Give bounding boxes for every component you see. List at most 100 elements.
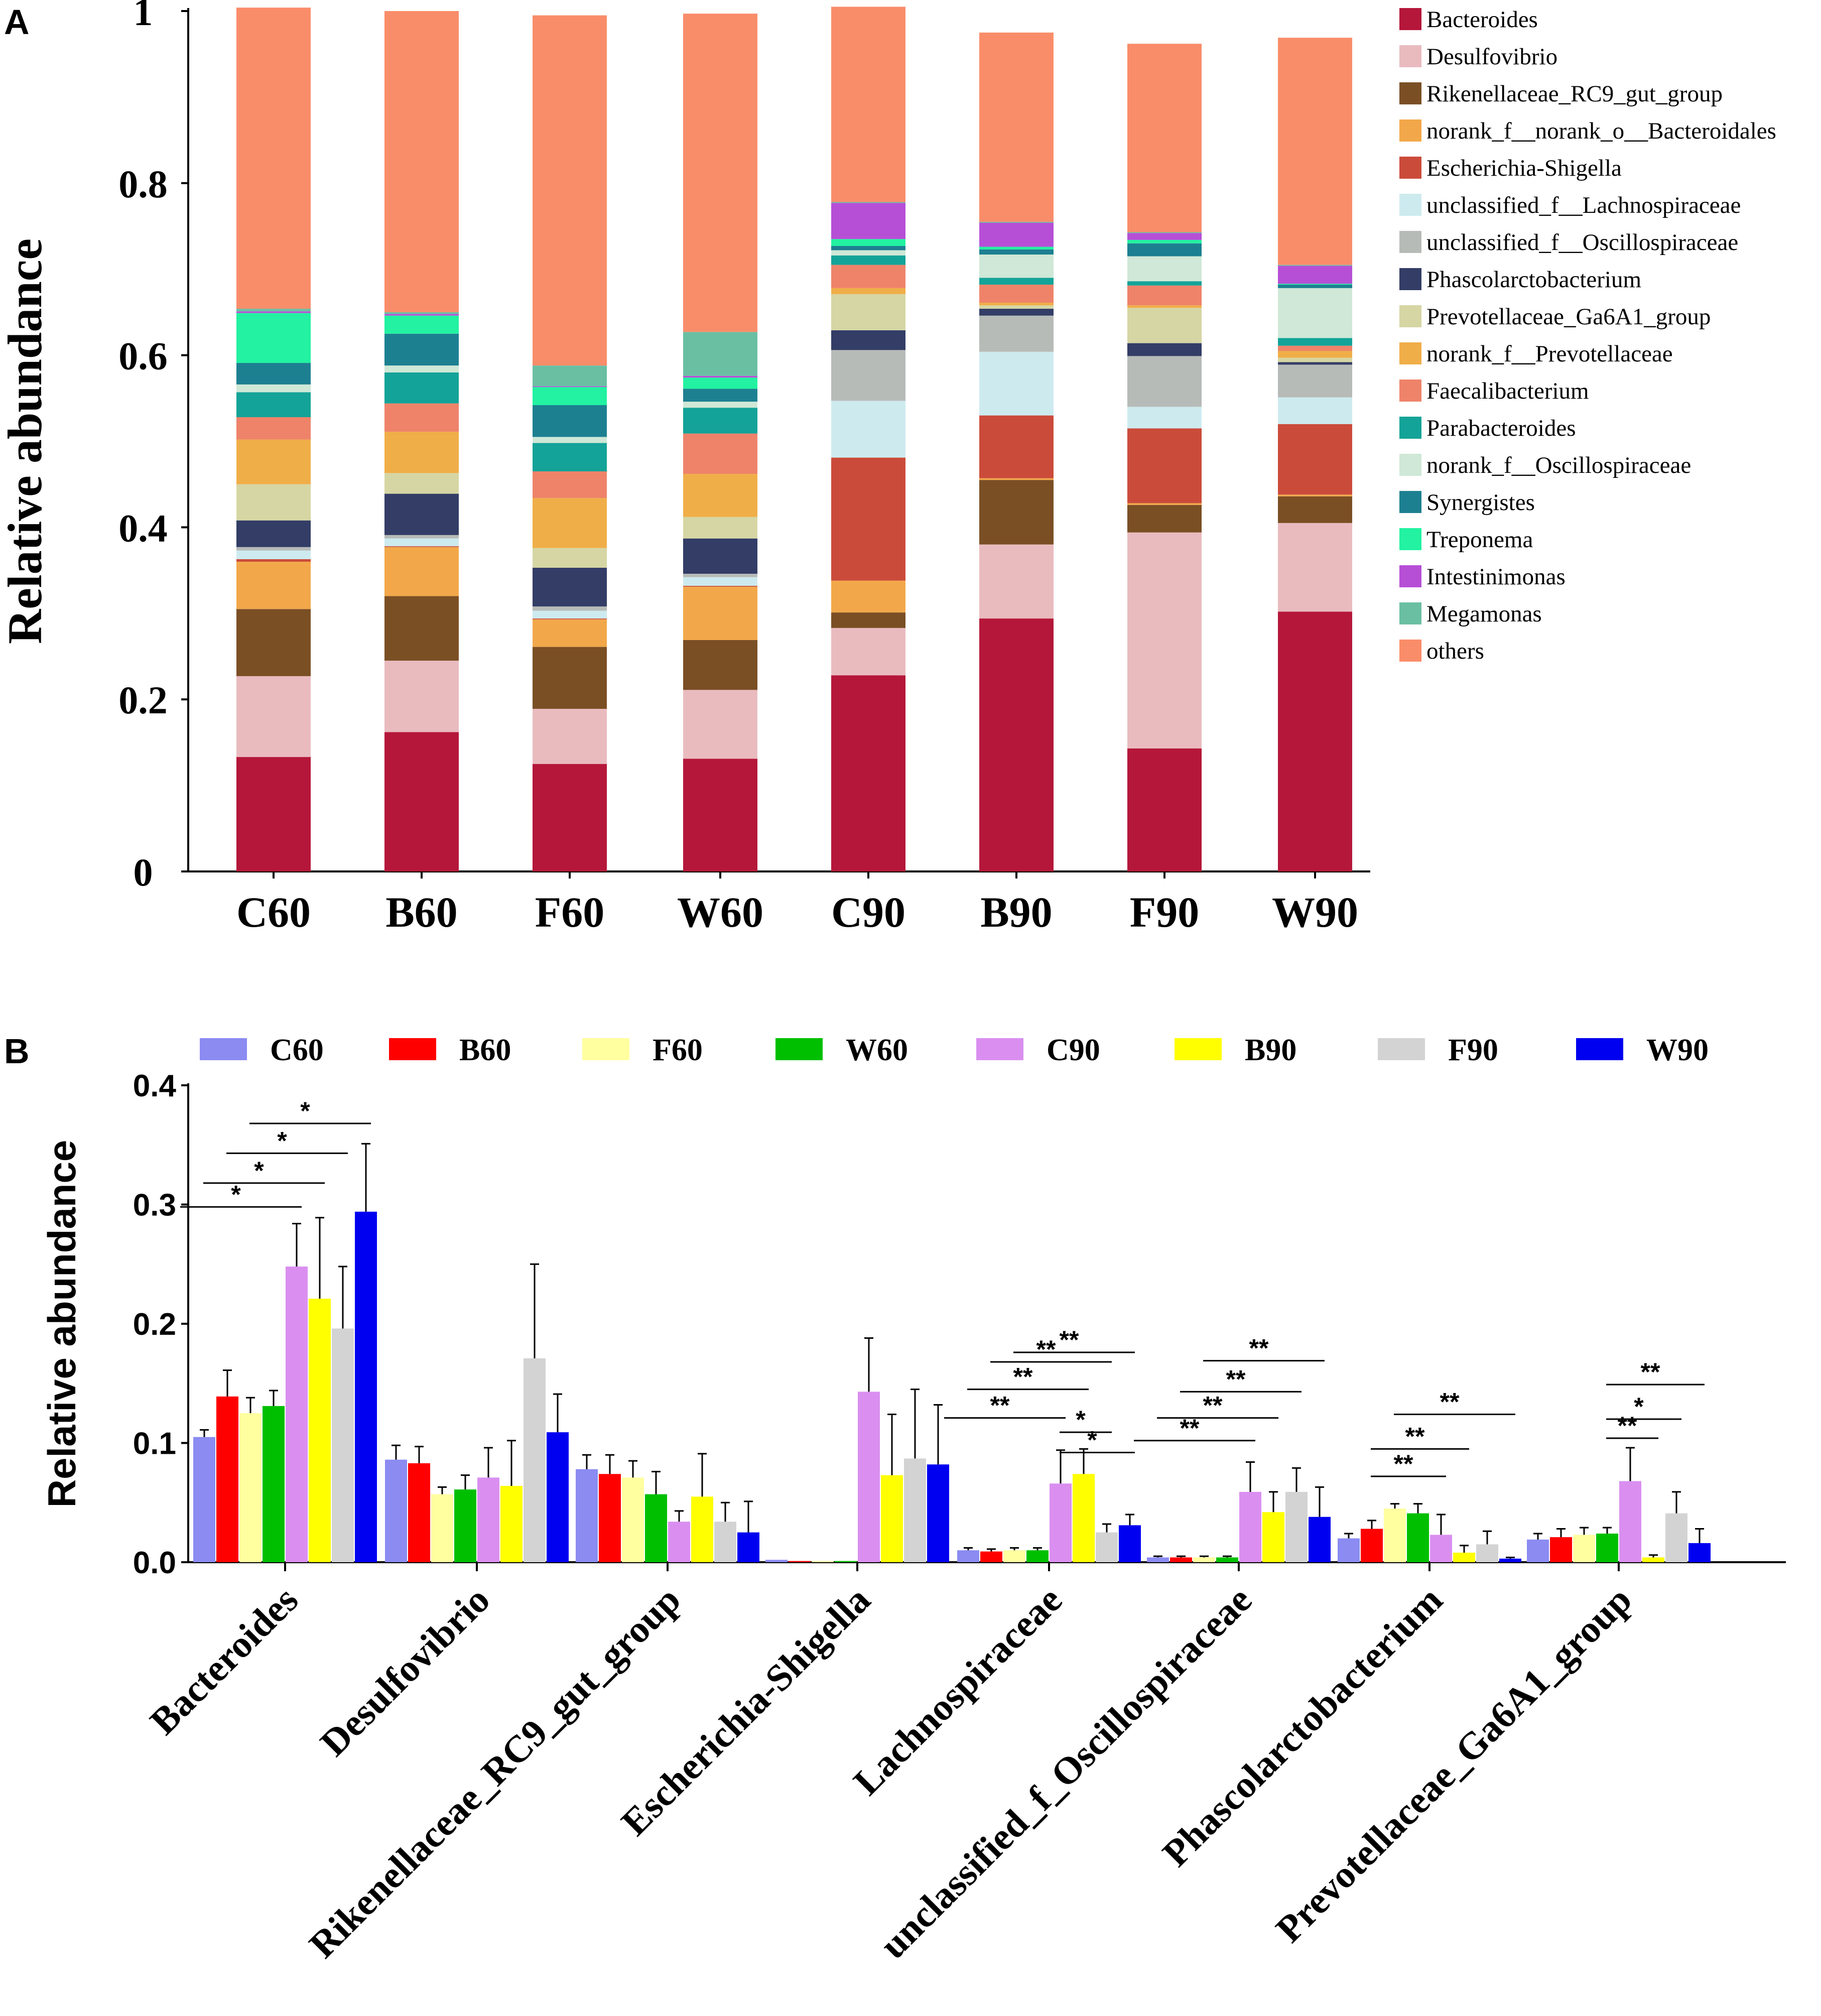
significance-label: **: [1618, 1412, 1637, 1440]
bar: [1003, 1550, 1025, 1562]
bar-segment: [831, 7, 905, 202]
bar-segment: [683, 433, 757, 474]
bar-segment: [533, 437, 607, 443]
bar-segment: [683, 377, 757, 389]
bar: [239, 1413, 262, 1562]
bar-segment: [979, 221, 1054, 223]
bar-segment: [831, 245, 905, 250]
legend-label: Bacteroides: [1426, 7, 1538, 33]
bar-segment: [683, 577, 757, 586]
x-tick-label: Rikenellaceae_RC9_gut_group: [301, 1579, 689, 1966]
bar-segment: [1127, 243, 1202, 257]
bar-segment: [1127, 281, 1202, 286]
bar-segment: [831, 202, 905, 203]
y-tick-label: 0.2: [118, 678, 168, 722]
bar-segment: [979, 278, 1054, 285]
bar-segment: [979, 544, 1054, 619]
bar-segment: [1127, 407, 1202, 429]
bar: [263, 1406, 285, 1562]
bar-segment: [1278, 611, 1352, 871]
bar-segment: [683, 389, 757, 402]
legend-swatch: [775, 1038, 823, 1060]
legend-label: norank_f__Oscillospiraceae: [1426, 452, 1691, 478]
bar: [668, 1522, 690, 1562]
bar-segment: [533, 365, 607, 387]
bar: [1619, 1481, 1641, 1562]
bar-segment: [236, 363, 311, 385]
legend-swatch: [976, 1038, 1023, 1060]
bar: [1407, 1513, 1429, 1562]
bar-segment: [236, 384, 311, 393]
x-tick-label: unclassified_f_Oscillospiraceae: [872, 1579, 1260, 1967]
bar-segment: [831, 401, 905, 458]
legend-label: Desulfovibrio: [1426, 44, 1557, 70]
bar-segment: [683, 474, 757, 517]
legend-swatch: [1399, 82, 1421, 104]
bar: [1193, 1557, 1215, 1562]
y-tick-label: 1: [134, 0, 153, 34]
bar: [1476, 1544, 1498, 1562]
y-tick-label: 0.1: [133, 1427, 176, 1461]
legend-swatch: [582, 1038, 629, 1060]
bar-segment: [683, 759, 757, 871]
bar: [1384, 1508, 1406, 1562]
bar: [1309, 1517, 1331, 1562]
significance-label: *: [1634, 1393, 1644, 1421]
legend-swatch: [1399, 640, 1421, 662]
bar: [1527, 1539, 1549, 1562]
bar-segment: [236, 313, 311, 363]
bar-segment: [979, 309, 1054, 316]
bar-segment: [533, 647, 607, 709]
bar: [193, 1437, 215, 1562]
bar-segment: [236, 309, 311, 312]
legend-swatch: [1399, 157, 1421, 179]
bar-segment: [236, 547, 311, 551]
legend-label: W60: [846, 1033, 908, 1067]
bar-segment: [533, 610, 607, 619]
bar: [1573, 1535, 1595, 1562]
bar-segment: [831, 350, 905, 401]
bar-segment: [1127, 428, 1202, 503]
bar: [576, 1469, 598, 1562]
bar-segment: [533, 709, 607, 764]
y-tick-label: 0.4: [133, 1069, 177, 1103]
bar-segment: [979, 222, 1054, 247]
bar: [957, 1550, 979, 1562]
bar-segment: [831, 675, 905, 871]
x-tick-label: Lachnospiraceae: [846, 1579, 1070, 1803]
bar: [547, 1432, 569, 1562]
bar: [477, 1477, 499, 1562]
bar-segment: [1127, 285, 1202, 306]
significance-label: *: [231, 1180, 241, 1208]
bar-segment: [384, 372, 459, 404]
legend-swatch: [1576, 1038, 1623, 1060]
bar-segment: [1127, 532, 1202, 748]
bar-segment: [384, 596, 459, 661]
bar-segment: [831, 457, 905, 581]
bar-segment: [533, 618, 607, 619]
legend-label: Phascolarctobacterium: [1426, 267, 1641, 293]
x-tick-label: Bacteroides: [142, 1579, 306, 1743]
legend-swatch: [1399, 380, 1421, 402]
y-axis-title: Relative abundance: [0, 238, 52, 644]
bar: [216, 1396, 238, 1562]
bar: [1096, 1532, 1118, 1562]
x-tick-label: C60: [236, 888, 311, 936]
x-tick-label: Prevotellaceae_Ga6A1_group: [1268, 1579, 1640, 1951]
significance-label: **: [1249, 1334, 1269, 1362]
legend-label: others: [1426, 638, 1484, 664]
bar: [1285, 1491, 1308, 1562]
legend-swatch: [1175, 1038, 1222, 1060]
bar-segment: [831, 580, 905, 613]
bar: [1026, 1550, 1049, 1562]
significance-label: **: [1405, 1422, 1425, 1450]
y-tick-label: 0.6: [118, 334, 168, 378]
significance-label: **: [990, 1392, 1010, 1420]
bar-segment: [533, 15, 607, 366]
bar-segment: [236, 8, 311, 309]
bar: [1338, 1538, 1360, 1562]
bar-segment: [1127, 748, 1202, 871]
bar: [1170, 1557, 1192, 1562]
x-tick-label: W90: [1272, 888, 1358, 936]
